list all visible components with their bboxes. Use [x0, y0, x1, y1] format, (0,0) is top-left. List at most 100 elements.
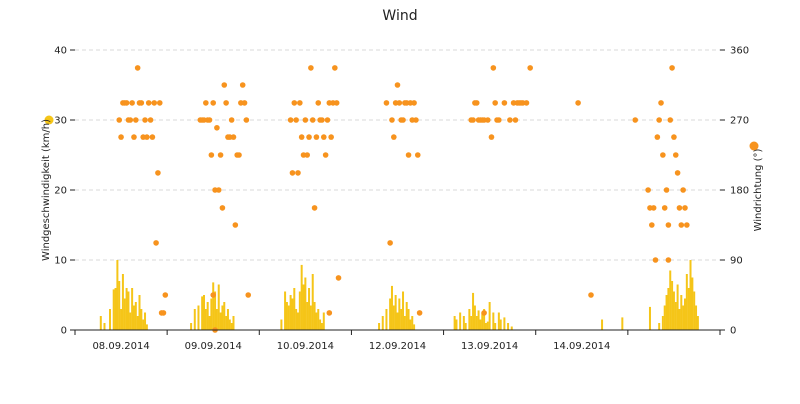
speed-bar [507, 323, 510, 330]
x-tick-label: 10.09.2014 [277, 341, 334, 352]
speed-bar [118, 281, 121, 330]
direction-point [131, 134, 137, 140]
speed-bar [221, 305, 224, 330]
direction-point [217, 152, 224, 158]
speed-bar [385, 309, 388, 330]
speed-bar [488, 302, 491, 330]
direction-dots [116, 65, 690, 333]
direction-point [501, 100, 508, 106]
speed-bar [215, 309, 218, 330]
direction-point [123, 100, 130, 106]
speed-bar [309, 305, 312, 330]
speed-bar [304, 277, 307, 330]
speed-bar [405, 302, 408, 330]
direction-point [324, 117, 331, 123]
direction-legend-dot [749, 141, 759, 151]
speed-bar [510, 326, 513, 330]
speed-bar [131, 288, 134, 330]
direction-point [289, 170, 296, 176]
direction-point [239, 82, 246, 88]
speed-bar [296, 312, 299, 330]
speed-bar [203, 295, 205, 330]
direction-point [575, 100, 581, 106]
direction-point [411, 100, 417, 106]
speed-bar [695, 305, 698, 330]
speed-bar [669, 270, 672, 330]
speed-bar [232, 316, 235, 330]
speed-bar [455, 319, 458, 330]
direction-point [678, 222, 685, 228]
speed-bar [145, 324, 148, 330]
speed-bar [311, 274, 314, 330]
direction-point [414, 152, 421, 158]
speed-bar [411, 316, 414, 330]
speed-bar [475, 316, 478, 330]
speed-bar [144, 312, 147, 330]
direction-point [413, 117, 419, 123]
y-right-tick-label: 180 [730, 186, 749, 197]
direction-point [221, 82, 228, 88]
direction-point [671, 134, 677, 140]
speed-bar [112, 289, 115, 330]
direction-point [656, 117, 662, 123]
speed-bar [409, 319, 412, 330]
speed-bar [226, 309, 229, 330]
speed-bar [648, 306, 651, 330]
y-right-tick-label: 360 [730, 46, 749, 57]
direction-point [308, 65, 314, 71]
speed-bar [468, 309, 471, 330]
speed-bar [400, 309, 403, 330]
speed-bar [204, 309, 207, 330]
direction-point [684, 222, 690, 228]
direction-point [155, 170, 161, 176]
speed-bars [99, 260, 699, 330]
direction-point [297, 100, 303, 106]
direction-point [151, 100, 158, 106]
speed-bar [99, 316, 102, 330]
speed-bar [308, 288, 311, 330]
direction-point [473, 100, 480, 106]
speed-bar [210, 298, 213, 330]
speed-legend-dot [44, 115, 54, 125]
direction-point [507, 117, 513, 123]
speed-bar [691, 277, 694, 330]
speed-bar [683, 298, 686, 330]
direction-point [680, 187, 686, 193]
chart-title: Wind [382, 8, 417, 24]
direction-point [306, 134, 312, 140]
direction-point [127, 117, 134, 123]
speed-bar [225, 316, 228, 330]
direction-point [116, 117, 123, 123]
direction-point [134, 65, 141, 71]
speed-bar [492, 312, 495, 330]
speed-bar [499, 319, 502, 330]
speed-bar [114, 288, 117, 330]
speed-bar [289, 295, 292, 330]
direction-point [210, 292, 217, 298]
y-right-label: Windrichtung (°) [753, 149, 764, 232]
speed-bar [319, 319, 322, 330]
direction-point [214, 124, 220, 131]
direction-point [133, 117, 139, 123]
speed-bar [302, 284, 305, 330]
direction-point [304, 152, 311, 158]
speed-bar [121, 274, 124, 330]
direction-point [481, 310, 487, 316]
speed-bar [674, 302, 677, 330]
speed-bar [201, 296, 204, 330]
speed-bar [300, 264, 303, 330]
direction-point [162, 292, 169, 298]
direction-point [512, 117, 519, 123]
speed-bar [672, 291, 675, 330]
speed-bar [693, 291, 696, 330]
speed-bar [601, 319, 604, 330]
direction-point [394, 82, 401, 88]
speed-bar [125, 288, 128, 330]
direction-point [147, 117, 154, 123]
direction-point [492, 100, 498, 106]
direction-point [129, 100, 135, 106]
speed-bar [212, 282, 215, 330]
direction-point [663, 187, 670, 193]
direction-point [203, 100, 209, 106]
